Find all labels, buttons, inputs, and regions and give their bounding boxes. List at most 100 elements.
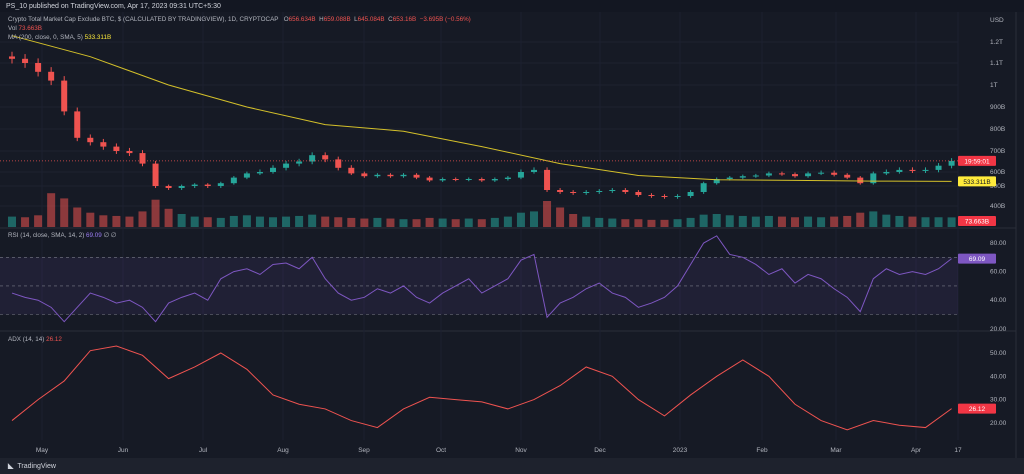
high-value: 659.088B <box>323 16 351 23</box>
time-tick-label: Jun <box>118 447 129 454</box>
volume-bar <box>569 214 578 227</box>
candle-body <box>531 169 537 172</box>
volume-bar <box>255 216 264 227</box>
volume-bar <box>164 208 173 227</box>
price-tick-label: 400B <box>990 203 1005 210</box>
price-tick-label: 900B <box>990 104 1005 111</box>
candle-body <box>883 172 890 174</box>
candle-body <box>126 151 133 154</box>
volume-bar <box>634 219 643 227</box>
candle-body <box>491 179 498 181</box>
candle-body <box>739 176 746 178</box>
ma200-line <box>11 35 952 182</box>
volume-bar <box>464 218 473 227</box>
volume-bar <box>699 214 708 227</box>
volume-bar <box>242 215 251 227</box>
adx-legend: ADX (14, 14) 26.12 <box>8 336 62 343</box>
price-tick-label: 1.2T <box>990 39 1003 46</box>
volume-bar <box>738 215 747 227</box>
adx-tick-label: 40.00 <box>990 373 1007 380</box>
candle-body <box>544 169 551 190</box>
countdown-badge: 19:59:01 <box>964 158 990 165</box>
candle-body <box>152 163 159 186</box>
price-tick-label: 700B <box>990 148 1005 155</box>
adx-value: 26.12 <box>46 336 62 343</box>
candle-body <box>348 167 355 174</box>
rsi-tick-label: 80.00 <box>990 240 1007 247</box>
price-tick-label: 1T <box>990 82 998 89</box>
candle-body <box>413 174 420 178</box>
rsi-line <box>11 235 952 323</box>
volume-bar <box>660 219 669 227</box>
chart-area[interactable]: 1.2T 1.1T 1T 900B 800B 700B 600B 500B 400B USD May… <box>0 0 1024 458</box>
volume-bar <box>229 215 238 227</box>
candle-body <box>596 191 603 192</box>
volume-bar <box>895 215 904 227</box>
candle-body <box>570 192 577 193</box>
candle-body <box>374 174 381 177</box>
candle-body <box>283 163 290 168</box>
candle-body <box>165 186 172 188</box>
volume-bar <box>595 217 604 227</box>
volume-bar <box>856 212 865 227</box>
time-tick-label: Dec <box>594 447 606 454</box>
candle-body <box>22 58 29 63</box>
time-tick-label: Feb <box>756 447 768 454</box>
volume-bar <box>556 207 565 227</box>
volume-bar <box>777 216 786 227</box>
countdown-badge-bg <box>958 155 996 166</box>
volume-bar <box>190 216 199 227</box>
volume-bar <box>751 216 760 227</box>
volume-bar <box>216 217 225 227</box>
symbol-title: Crypto Total Market Cap Exclude BTC, $ (… <box>8 16 279 23</box>
ma-badge: 533.311B <box>963 179 990 186</box>
volume-bar <box>516 212 525 227</box>
candle-body <box>361 173 368 177</box>
candle-body <box>309 155 316 162</box>
volume-bar <box>438 218 447 227</box>
volume-badge-bg <box>958 216 996 226</box>
candle-body <box>870 173 877 184</box>
candle-body <box>87 137 94 143</box>
adx-label: ADX (14, 14) <box>8 336 45 343</box>
candle-body <box>557 190 564 192</box>
volume-bar <box>647 219 656 227</box>
candle-body <box>752 175 759 177</box>
price-tick-label: 800B <box>990 126 1005 133</box>
vol-label: Vol <box>8 25 17 32</box>
volume-bar <box>503 216 512 227</box>
volume-bar <box>34 215 43 227</box>
candle-body <box>765 173 772 176</box>
volume-bar <box>582 216 591 227</box>
volume-bar <box>151 199 160 227</box>
candle-body <box>270 167 276 172</box>
candle-body <box>256 172 263 174</box>
price-tick-label: 500B <box>990 183 1005 190</box>
candle-body <box>439 179 446 181</box>
time-tick-label: Apr <box>911 447 922 454</box>
rsi-value: 69.09 <box>86 232 102 239</box>
open-value: 656.634B <box>288 16 316 23</box>
volume-bar <box>712 214 721 227</box>
volume-bar <box>817 217 826 227</box>
candle-body <box>61 80 68 112</box>
candle-body <box>426 177 433 181</box>
volume-bar <box>282 216 291 227</box>
volume-bar <box>882 214 891 227</box>
candle-body <box>609 190 616 191</box>
candle-body <box>792 174 798 177</box>
volume-bar <box>673 219 682 227</box>
candle-body <box>387 174 394 177</box>
candle-body <box>335 159 342 168</box>
candle-body <box>922 169 929 171</box>
volume-bar <box>764 215 773 227</box>
volume-bar <box>621 219 630 227</box>
candle-body <box>935 165 942 170</box>
rsi-extra: ∅ ∅ <box>103 232 117 239</box>
rsi-tick-label: 20.00 <box>990 326 1007 333</box>
adx-tick-label: 20.00 <box>990 420 1007 427</box>
candle-body <box>191 184 198 186</box>
volume-bar <box>869 211 878 227</box>
candle-body <box>622 190 629 192</box>
volume-bar <box>451 219 460 227</box>
